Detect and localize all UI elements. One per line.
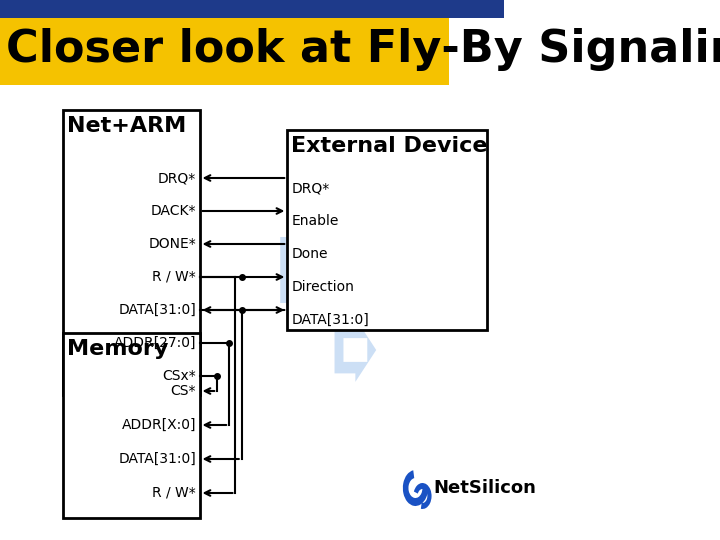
Wedge shape (414, 483, 431, 509)
Bar (287, 130, 487, 330)
Bar (63, 333, 199, 518)
Text: CS*: CS* (171, 384, 196, 398)
FancyArrow shape (280, 225, 339, 315)
Text: NetSilicon: NetSilicon (433, 479, 536, 497)
Text: DATA[31:0]: DATA[31:0] (292, 313, 369, 327)
Bar (0, 0, 505, 18)
Text: CSx*: CSx* (163, 369, 196, 383)
Text: External Device: External Device (292, 136, 488, 156)
FancyArrow shape (343, 338, 367, 362)
Text: DRQ*: DRQ* (292, 181, 330, 195)
Bar (63, 110, 199, 395)
Text: R / W*: R / W* (153, 486, 196, 500)
Text: DATA[31:0]: DATA[31:0] (118, 452, 196, 466)
Text: Closer look at Fly-By Signaling: Closer look at Fly-By Signaling (6, 28, 720, 71)
Text: DRQ*: DRQ* (158, 171, 196, 185)
Text: Memory: Memory (67, 339, 168, 359)
Text: Net+ARM: Net+ARM (67, 116, 186, 136)
FancyArrow shape (293, 253, 326, 287)
Text: Enable: Enable (292, 214, 339, 228)
Text: DONE*: DONE* (148, 237, 196, 251)
Text: Done: Done (292, 247, 328, 261)
Bar (0, 18, 449, 85)
Text: DACK*: DACK* (150, 204, 196, 218)
Text: DATA[31:0]: DATA[31:0] (118, 303, 196, 317)
Text: Direction: Direction (292, 280, 354, 294)
Wedge shape (402, 470, 428, 506)
Text: ADDR[X:0]: ADDR[X:0] (122, 418, 196, 432)
Text: ADDR[27:0]: ADDR[27:0] (114, 336, 196, 350)
FancyArrow shape (335, 318, 377, 382)
Text: R / W*: R / W* (153, 270, 196, 284)
